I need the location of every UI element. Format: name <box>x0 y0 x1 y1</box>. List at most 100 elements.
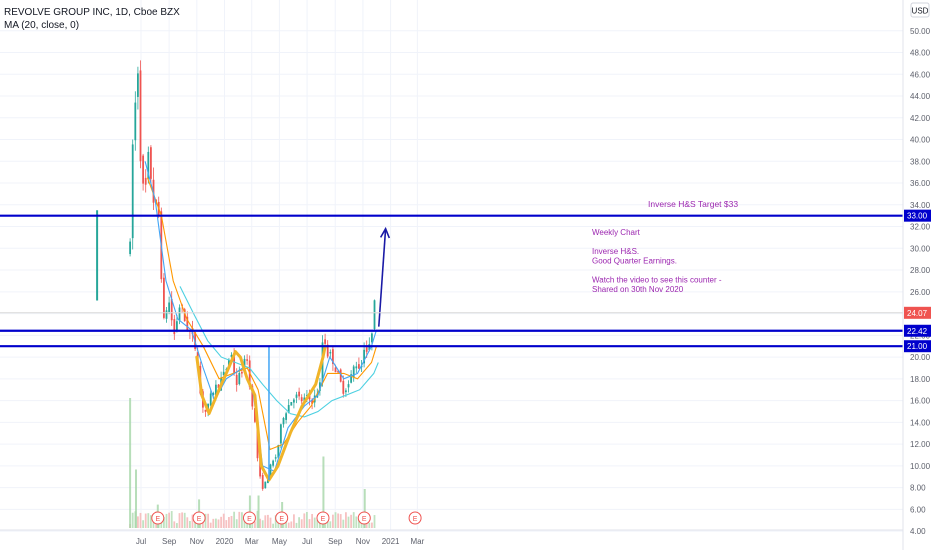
volume-bar <box>209 522 212 528</box>
candle-body <box>163 277 165 318</box>
candle-body <box>269 464 272 478</box>
volume-bar <box>267 514 269 528</box>
candle-body <box>139 70 142 162</box>
candle-body <box>285 413 288 420</box>
projection-arrow-head <box>379 226 391 239</box>
volume-bar <box>131 512 134 528</box>
volume-bar <box>358 516 360 528</box>
candle-body <box>274 457 277 459</box>
volume-bar <box>207 513 210 528</box>
volume-bar <box>152 521 155 528</box>
candle-body <box>230 354 233 357</box>
price-axis-bg <box>903 0 932 550</box>
pattern-drawing <box>195 226 391 482</box>
volume-bar <box>306 511 308 528</box>
volume-bar <box>181 512 184 528</box>
volume-bar <box>313 517 316 528</box>
volume-bar <box>303 513 306 528</box>
volume-bar <box>204 513 207 528</box>
last-price-badge: 24.07 <box>907 309 928 318</box>
last-price-badge-bg <box>904 306 931 319</box>
x-tick-label: Nov <box>356 537 370 546</box>
candle-body <box>339 369 342 382</box>
y-tick-label: 32.00 <box>910 223 931 232</box>
level-badge: 22.42 <box>907 327 928 336</box>
earnings-letter: E <box>155 516 160 523</box>
candle-body <box>170 298 173 321</box>
target-label: Inverse H&S Target $33 <box>648 199 738 209</box>
volume-bar <box>355 516 358 528</box>
volume-bar <box>300 519 303 528</box>
candle-body <box>277 445 280 458</box>
currency-label: USD <box>912 7 929 16</box>
candle-body <box>300 397 303 402</box>
level-badge: 21.00 <box>907 342 928 351</box>
candle-body <box>363 349 366 364</box>
volume-bar <box>352 512 355 528</box>
volume-bar <box>173 521 176 528</box>
volume-bar <box>368 522 371 528</box>
candlesticks <box>96 60 376 491</box>
volume-bar <box>238 511 241 528</box>
volume-bar <box>277 519 280 528</box>
earnings-letter: E <box>321 516 326 523</box>
volume-bar <box>261 520 264 528</box>
candle-body <box>246 359 249 361</box>
volume-bar <box>186 517 189 528</box>
volume-bar <box>345 512 347 528</box>
volume-bar <box>371 522 373 528</box>
volume-bar <box>228 517 230 528</box>
volume-bar <box>217 519 220 528</box>
volume-bar <box>199 520 202 528</box>
candle-body <box>147 151 150 179</box>
volume-spike <box>129 398 132 528</box>
candle-body <box>337 370 340 373</box>
volume-bar <box>222 513 225 528</box>
note-line: Shared on 30th Nov 2020 <box>592 285 684 294</box>
volume-bar <box>163 517 165 528</box>
earnings-marker <box>242 511 256 525</box>
volume-bar <box>194 520 197 528</box>
x-tick-label: 2021 <box>382 537 400 546</box>
note-line: Weekly Chart <box>592 228 641 237</box>
earnings-marker <box>357 511 371 525</box>
symbol-title: REVOLVE GROUP INC, 1D, Cboe BZX <box>4 7 180 18</box>
earnings-marker <box>192 511 206 525</box>
candle-body <box>342 380 345 394</box>
y-tick-label: 20.00 <box>910 353 931 362</box>
candle-body <box>215 384 217 396</box>
volume-bar <box>293 514 295 528</box>
currency-button[interactable]: USD <box>910 2 930 18</box>
candle-body <box>295 394 298 398</box>
candle-body <box>365 347 368 352</box>
candle-body <box>261 475 264 489</box>
candle-body <box>142 155 145 184</box>
y-tick-label: 6.00 <box>910 505 926 514</box>
candle-body <box>134 102 137 141</box>
price-axis[interactable]: 4.00 6.00 8.00 10.00 12.00 14.00 16.00 18.00 20.… <box>902 0 932 550</box>
time-axis[interactable]: Jul Sep Nov 2020 Mar May Jul Sep Nov 2021 Mar <box>0 529 903 546</box>
candle-body <box>228 359 230 367</box>
volume-bar <box>168 512 171 528</box>
volume-bar <box>337 513 340 528</box>
y-tick-label: 48.00 <box>910 49 931 58</box>
level-badge-bg <box>904 340 931 353</box>
volume-bar <box>290 521 293 528</box>
y-tick-label: 34.00 <box>910 201 931 210</box>
volume-bar <box>287 522 290 528</box>
earnings-marker <box>275 511 289 525</box>
note-text: Weekly Chart Inverse H&S. Good Quarter Ear… <box>592 228 722 294</box>
candle-body <box>168 302 171 312</box>
x-tick-label: Jul <box>302 537 312 546</box>
x-tick-label: May <box>272 537 287 546</box>
candle-body <box>347 384 350 388</box>
volume-bar <box>233 511 236 528</box>
candle-body <box>332 349 334 364</box>
volume-bar <box>347 516 350 528</box>
y-tick-label: 28.00 <box>910 266 931 275</box>
candle-body <box>334 367 337 373</box>
candle-body <box>298 391 301 397</box>
